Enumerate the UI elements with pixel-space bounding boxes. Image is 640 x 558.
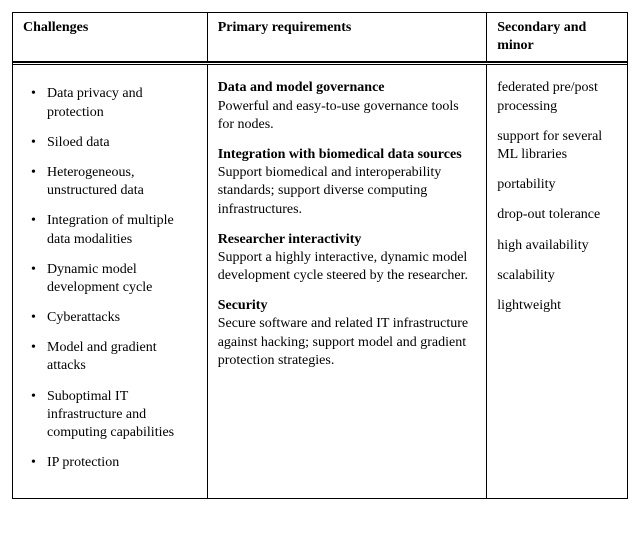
- primary-item-desc: Support a highly interactive, dynamic mo…: [218, 249, 477, 285]
- header-secondary: Secondary and minor: [487, 13, 627, 61]
- primary-item-title: Researcher interactivity: [218, 231, 477, 249]
- secondary-list: federated pre/post processing support fo…: [497, 79, 617, 315]
- primary-item: Integration with biomedical data sources…: [218, 146, 477, 219]
- primary-item: Researcher interactivity Support a highl…: [218, 231, 477, 286]
- primary-item-title: Data and model governance: [218, 79, 477, 97]
- list-item: Model and gradient attacks: [29, 339, 197, 375]
- primary-item-desc: Powerful and easy-to-use governance tool…: [218, 98, 477, 134]
- list-item: high availability: [497, 237, 617, 255]
- challenges-cell: Data privacy and protection Siloed data …: [13, 65, 208, 498]
- primary-item: Security Secure software and related IT …: [218, 297, 477, 370]
- table-body-row: Data privacy and protection Siloed data …: [13, 62, 627, 498]
- list-item: IP protection: [29, 454, 197, 472]
- primary-item-title: Security: [218, 297, 477, 315]
- list-item: Dynamic model development cycle: [29, 261, 197, 297]
- primary-item-desc: Secure software and related IT infrastru…: [218, 315, 477, 370]
- challenges-list: Data privacy and protection Siloed data …: [23, 85, 197, 472]
- list-item: federated pre/post processing: [497, 79, 617, 115]
- primary-item-title: Integration with biomedical data sources: [218, 146, 477, 164]
- list-item: Siloed data: [29, 134, 197, 152]
- list-item: lightweight: [497, 297, 617, 315]
- list-item: Cyberattacks: [29, 309, 197, 327]
- list-item: Suboptimal IT infrastructure and computi…: [29, 388, 197, 443]
- header-primary: Primary requirements: [208, 13, 488, 61]
- list-item: support for several ML libraries: [497, 128, 617, 164]
- primary-item-desc: Support biomedical and interoperability …: [218, 164, 477, 219]
- requirements-table: Challenges Primary requirements Secondar…: [12, 12, 628, 499]
- primary-item: Data and model governance Powerful and e…: [218, 79, 477, 134]
- list-item: drop-out tolerance: [497, 206, 617, 224]
- list-item: Heterogeneous, unstructured data: [29, 164, 197, 200]
- list-item: Data privacy and protection: [29, 85, 197, 121]
- secondary-cell: federated pre/post processing support fo…: [487, 65, 627, 498]
- list-item: scalability: [497, 267, 617, 285]
- list-item: Integration of multiple data modalities: [29, 212, 197, 248]
- header-challenges: Challenges: [13, 13, 208, 61]
- primary-cell: Data and model governance Powerful and e…: [208, 65, 488, 498]
- table-header-row: Challenges Primary requirements Secondar…: [13, 13, 627, 62]
- list-item: portability: [497, 176, 617, 194]
